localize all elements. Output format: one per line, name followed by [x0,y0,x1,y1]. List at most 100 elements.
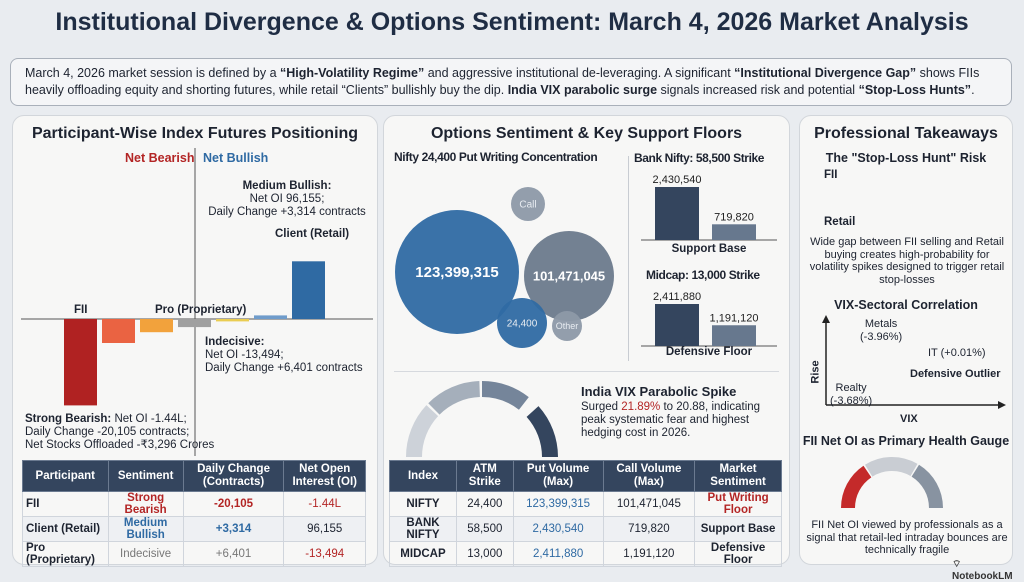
cell: 2,411,880 [512,541,604,567]
correlation-title: VIX-Sectoral Correlation [834,298,978,312]
strike-bar [712,224,756,240]
gauge-segment [428,381,481,415]
gauge-segment [481,381,529,410]
participant-table: Participant Sentiment Daily Change (Contra… [22,460,366,567]
cell: Client (Retail) [22,516,109,542]
cell: Pro (Proprietary) [22,541,109,567]
bubble-label: 24,400 [507,318,538,329]
cell: 2,430,540 [512,516,604,542]
y-axis-label: Rise [809,360,822,384]
client-note: Medium Bullish: Net OI 96,155; Daily Chang… [199,180,375,219]
midcap-bar-chart: 2,411,880 1,191,120 [641,291,777,347]
futures-bar [292,261,325,319]
strike-bar [712,325,756,346]
panel-title: Options Sentiment & Key Support Floors [430,125,743,142]
brand-name: NotebookLM [952,571,1013,582]
bubble-label: 123,399,315 [415,264,498,281]
table-row: BANK NIFTY 58,500 2,430,540 719,820 Support … [389,516,782,542]
column-header: Net Open Interest (OI) [283,460,366,492]
page-title: Institutional Divergence & Options Senti… [55,8,969,36]
divider [394,371,779,372]
table-row: Pro (Proprietary) Indecisive +6,401 -13,494 [22,541,366,567]
gauge-segment [406,405,439,457]
divider [628,156,629,361]
bar-value-label: 2,430,540 [653,174,702,186]
cell: Medium Bullish [107,516,184,542]
note-heading: Indecisive: [205,336,265,348]
health-gauge [841,457,943,509]
gauge-segment [841,465,872,509]
cell: 1,191,120 [602,541,696,567]
table-row: NIFTY 24,400 123,399,315 101,471,045 Put Wri… [389,491,782,517]
cell: BANK NIFTY [389,516,457,542]
futures-bar [64,319,97,406]
bubble [497,298,547,348]
gauge-text: FII Net OI viewed by professionals as a … [806,519,1008,556]
cell: -1.44L [283,491,366,517]
cell: 96,155 [283,516,366,542]
gauge-segment [911,464,943,509]
note-heading: Medium Bullish: [242,180,332,192]
column-header: Daily Change (Contracts) [182,460,285,492]
summary-box: March 4, 2026 market session is defined … [10,58,1012,106]
metals-label: Metals (-3.96%) [860,318,902,344]
cell: 24,400 [455,491,514,517]
cell: 13,000 [455,541,514,567]
fii-note: Strong Bearish: Net OI -1.44L; Daily Chan… [25,413,214,452]
table-row: MIDCAP 13,000 2,411,880 1,191,120 Defensive … [389,541,782,567]
summary-text: . [971,83,975,97]
column-header: Call Volume (Max) [602,460,696,492]
cell: +3,314 [182,516,285,542]
bubble [524,231,614,321]
bar-value-label: 2,411,880 [653,291,701,303]
cell: 719,820 [602,516,696,542]
it-label: IT (+0.01%) [928,347,986,359]
futures-bar [254,315,287,319]
realty-label: Realty (-3.68%) [830,382,872,408]
cell: Defensive Floor [694,541,782,567]
note-line: Daily Change +6,401 contracts [205,362,363,374]
bank-caption: Support Base [671,243,747,255]
sector-name: Metals [864,318,898,330]
column-header: Sentiment [107,460,184,492]
bubble-chart: 123,399,315 101,471,045 Call 24,400 Other [395,187,614,348]
cell: +6,401 [182,541,285,567]
risk-text: Wide gap between FII selling and Retail … [809,236,1005,286]
vix-text: Surged 21.89% to 20.88, indicating peak … [581,401,781,440]
futures-bar [178,319,211,328]
cell: Support Base [694,516,782,542]
strike-bar [655,304,699,346]
vix-gauge [406,381,558,457]
panel-title: Professional Takeaways [814,125,998,142]
cell: NIFTY [389,491,457,517]
risk-title: The "Stop-Loss Hunt" Risk [825,151,987,165]
cell: 58,500 [455,516,514,542]
strike-bar [655,187,699,240]
summary-text: signals increased risk and potential [657,83,859,97]
sector-value: (-3.68%) [830,395,873,407]
bubble [552,311,582,341]
bar-value-label: 1,191,120 [710,312,759,324]
cell: 101,471,045 [602,491,696,517]
x-axis-label: VIX [900,413,918,425]
net-bullish-label: Net Bullish [203,151,269,165]
vix-text-part: Surged [581,401,622,413]
note-line: Net Stocks Offloaded -₹3,296 Crores [25,439,215,451]
cell: FII [22,491,109,517]
client-bar-label: Client (Retail) [275,228,350,240]
cell: Indecisive [107,541,184,567]
pro-bar-label: Pro (Proprietary) [155,304,247,316]
fii-label: FII [824,169,838,181]
notebook-icon: ⌔ [952,559,962,570]
note-line: Daily Change -20,105 contracts; [25,426,190,438]
note-line: Daily Change +3,314 contracts [208,206,366,218]
bubble-label: Call [519,199,536,210]
options-panel: Options Sentiment & Key Support Floors N… [383,115,790,567]
table-row: FII Strong Bearish -20,105 -1.44L [22,491,366,517]
arrow-right-icon [998,401,1006,409]
table-row: Client (Retail) Medium Bullish +3,314 96,15… [22,516,366,542]
summary-highlight: “Stop-Loss Hunts” [858,83,972,97]
futures-bar [102,319,135,343]
futures-bar-chart [21,148,373,456]
cell: MIDCAP [389,541,457,567]
